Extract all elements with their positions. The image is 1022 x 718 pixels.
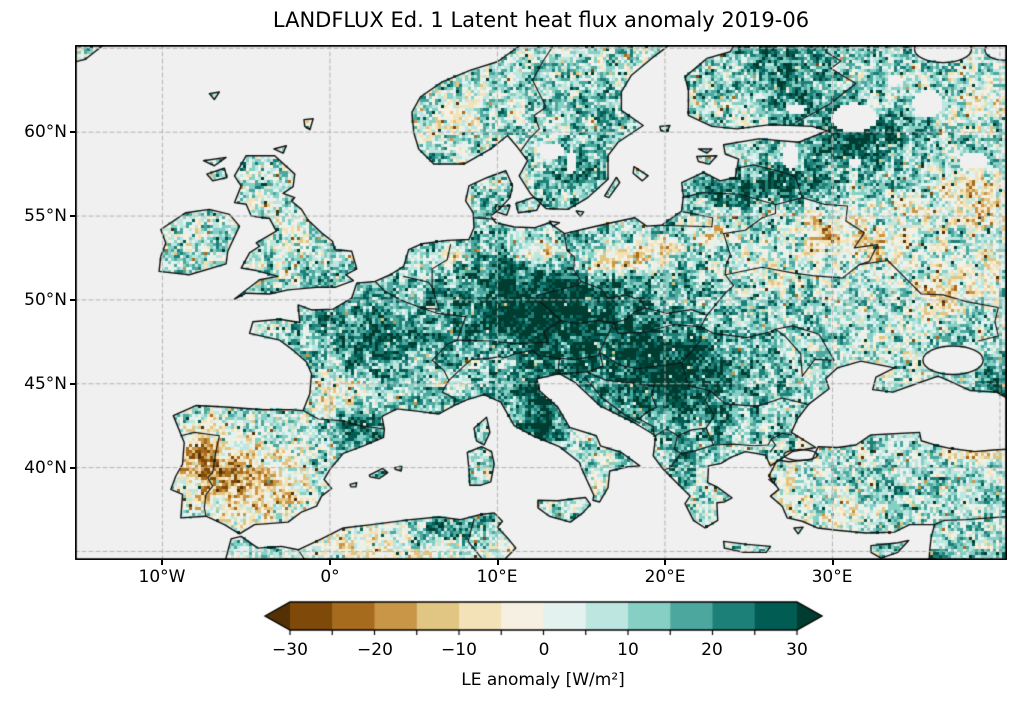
y-tick-label-55n: 55°N bbox=[24, 206, 67, 226]
colorbar-label: LE anomaly [W/m²] bbox=[461, 670, 625, 690]
x-tick-label-30e: 30°E bbox=[811, 567, 853, 587]
y-tick-mark-45n bbox=[70, 383, 75, 385]
cbar-tick-label-m10: −10 bbox=[441, 640, 477, 660]
y-tick-label-40n: 40°N bbox=[24, 458, 67, 478]
y-tick-label-60n: 60°N bbox=[24, 122, 67, 142]
cbar-tick-label-0: 0 bbox=[538, 640, 550, 660]
map-canvas bbox=[75, 45, 1007, 560]
cbar-tick-label-30: 30 bbox=[786, 640, 808, 660]
colorbar-canvas bbox=[255, 596, 835, 638]
y-tick-mark-50n bbox=[70, 299, 75, 301]
y-tick-label-45n: 45°N bbox=[24, 374, 67, 394]
x-tick-label-0: 0° bbox=[320, 567, 340, 587]
y-tick-mark-55n bbox=[70, 215, 75, 217]
x-tick-mark-30e bbox=[832, 560, 834, 565]
cbar-tick-label-10: 10 bbox=[617, 640, 639, 660]
cbar-tick-label-20: 20 bbox=[701, 640, 723, 660]
x-tick-label-10e: 10°E bbox=[476, 567, 518, 587]
page-title: LANDFLUX Ed. 1 Latent heat flux anomaly … bbox=[272, 8, 810, 32]
x-tick-label-10w: 10°W bbox=[138, 567, 186, 587]
x-tick-label-20e: 20°E bbox=[644, 567, 686, 587]
y-tick-mark-60n bbox=[70, 131, 75, 133]
x-tick-mark-10w bbox=[161, 560, 163, 565]
x-tick-mark-20e bbox=[664, 560, 666, 565]
x-tick-mark-10e bbox=[497, 560, 499, 565]
x-tick-mark-0 bbox=[329, 560, 331, 565]
y-tick-mark-40n bbox=[70, 467, 75, 469]
y-tick-label-50n: 50°N bbox=[24, 290, 67, 310]
cbar-tick-label-m30: −30 bbox=[272, 640, 308, 660]
cbar-tick-label-m20: −20 bbox=[357, 640, 393, 660]
